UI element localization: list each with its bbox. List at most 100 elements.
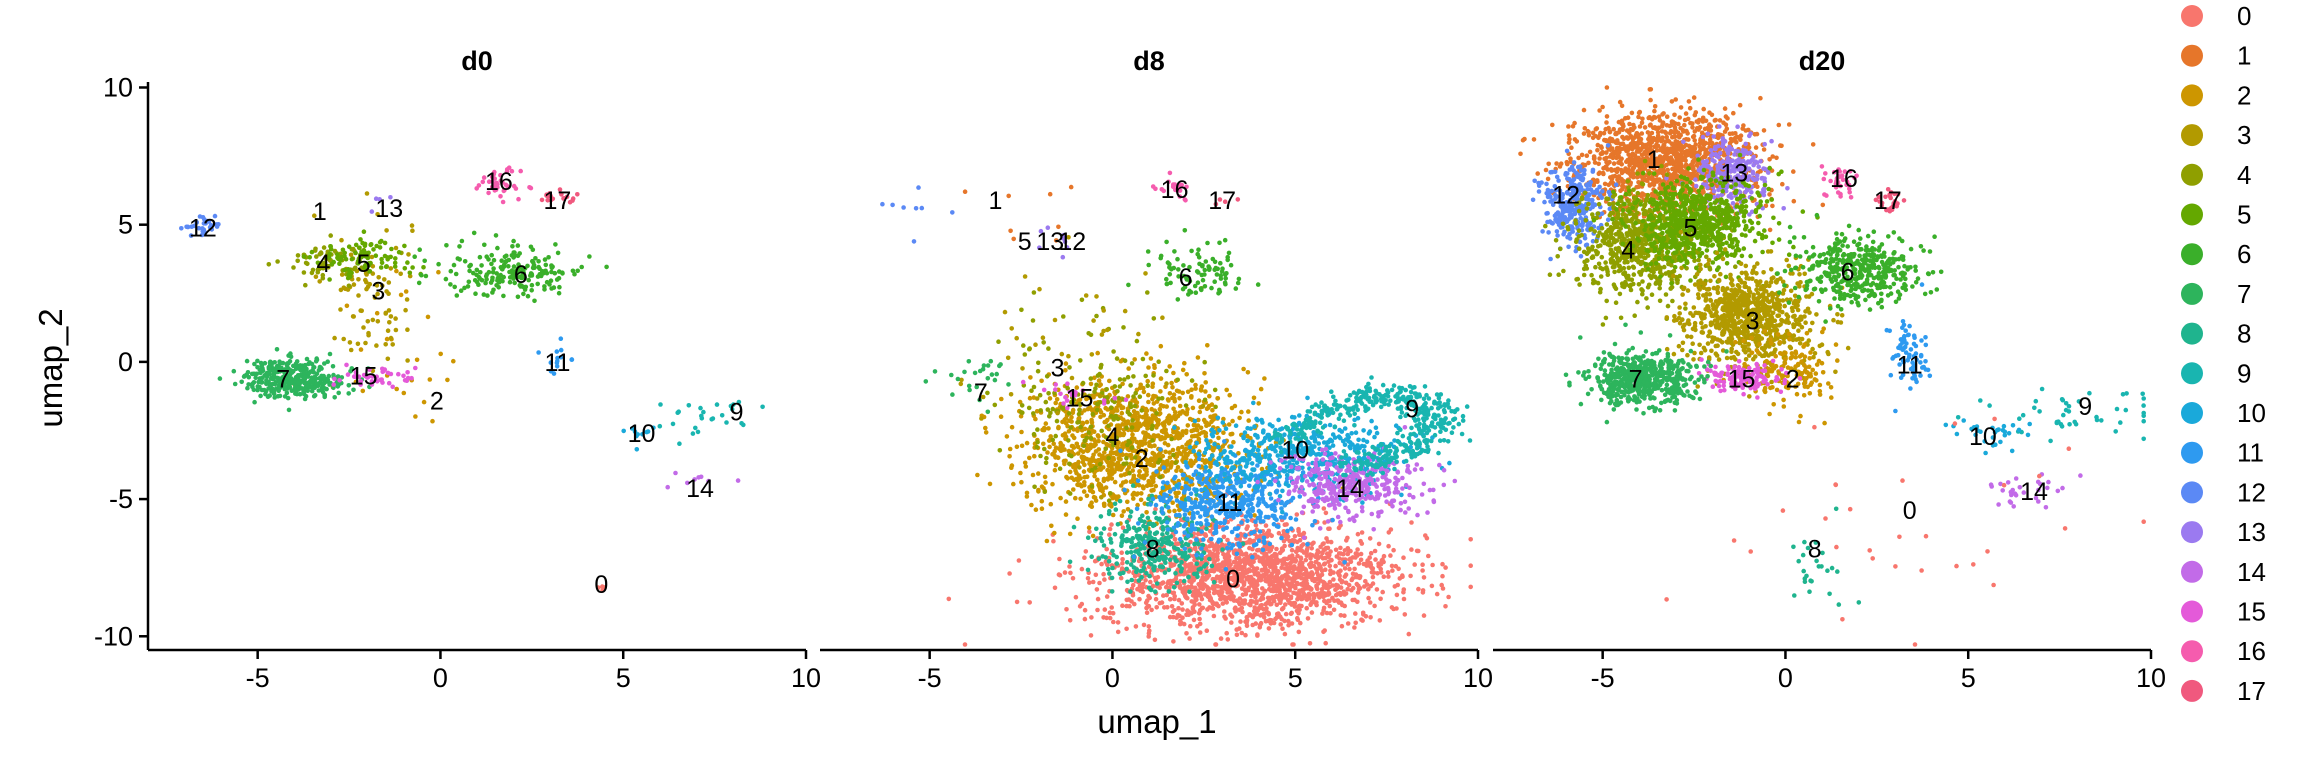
- data-point: [1208, 505, 1214, 511]
- data-point: [348, 252, 354, 258]
- data-point: [377, 197, 382, 202]
- data-point: [575, 192, 580, 197]
- data-point: [1009, 424, 1015, 430]
- data-point: [600, 584, 605, 589]
- data-point: [1192, 609, 1197, 614]
- data-point: [313, 274, 319, 280]
- data-point: [289, 388, 295, 394]
- data-point: [1153, 483, 1159, 489]
- data-point: [194, 219, 199, 225]
- data-point: [983, 425, 988, 431]
- data-point: [394, 386, 400, 392]
- data-point: [1288, 515, 1293, 521]
- data-point: [479, 277, 485, 283]
- data-point: [275, 259, 280, 264]
- data-point: [1105, 327, 1110, 333]
- data-point: [287, 385, 293, 390]
- data-point: [1056, 446, 1062, 452]
- data-point: [522, 275, 527, 281]
- data-point: [358, 378, 364, 384]
- data-point: [1040, 335, 1046, 341]
- data-point: [1173, 416, 1178, 422]
- data-point: [1120, 561, 1125, 566]
- data-point: [311, 393, 317, 399]
- y-tick-label: 5: [118, 210, 133, 240]
- data-point: [1163, 449, 1168, 455]
- data-point: [1229, 405, 1235, 411]
- data-point: [542, 257, 548, 262]
- data-point: [1222, 609, 1227, 614]
- data-point: [389, 246, 394, 252]
- data-point: [1019, 443, 1025, 449]
- data-point: [1144, 416, 1150, 421]
- data-point: [1316, 593, 1321, 598]
- data-point: [1335, 583, 1341, 588]
- data-point: [1097, 393, 1103, 399]
- data-point: [1209, 514, 1215, 519]
- data-point: [1024, 440, 1030, 446]
- data-point: [553, 242, 558, 247]
- data-point: [317, 266, 322, 272]
- data-point: [318, 250, 324, 256]
- data-point: [1156, 396, 1161, 402]
- cluster-label: 9: [730, 398, 744, 426]
- data-point: [1064, 607, 1069, 612]
- data-point: [1054, 397, 1060, 402]
- data-point: [506, 264, 511, 269]
- data-point: [1058, 440, 1063, 446]
- data-point: [1077, 465, 1082, 470]
- data-point: [1008, 392, 1014, 397]
- data-point: [1322, 547, 1328, 552]
- data-point: [1197, 602, 1202, 607]
- data-point: [284, 379, 289, 385]
- data-point: [1094, 294, 1099, 299]
- data-point: [1107, 571, 1112, 576]
- data-point: [1075, 451, 1081, 456]
- cluster-13-points: [369, 195, 393, 214]
- data-point: [1187, 589, 1192, 594]
- data-point: [1081, 489, 1087, 494]
- data-point: [1115, 620, 1121, 625]
- data-point: [1245, 524, 1250, 529]
- data-point: [326, 265, 331, 270]
- data-point: [295, 258, 301, 264]
- data-point: [388, 266, 394, 271]
- data-point: [1097, 461, 1103, 467]
- data-point: [1167, 489, 1173, 494]
- data-point: [1194, 552, 1199, 558]
- data-point: [1120, 603, 1125, 608]
- data-point: [1177, 396, 1182, 401]
- data-point: [482, 242, 487, 248]
- data-point: [1213, 642, 1219, 647]
- data-point: [1423, 533, 1428, 538]
- data-point: [381, 369, 386, 374]
- data-point: [1146, 496, 1151, 502]
- data-point: [1106, 559, 1112, 564]
- data-point: [1071, 524, 1077, 530]
- data-point: [1280, 626, 1285, 631]
- data-point: [1066, 448, 1072, 454]
- data-point: [1402, 612, 1408, 617]
- data-point: [413, 365, 418, 371]
- data-point: [1158, 474, 1163, 480]
- data-point: [1206, 422, 1212, 427]
- data-point: [1140, 356, 1146, 362]
- data-point: [1139, 491, 1144, 496]
- data-point: [1134, 338, 1140, 344]
- data-point: [1073, 594, 1079, 600]
- data-point: [1222, 439, 1227, 444]
- data-point: [1172, 596, 1177, 602]
- data-point: [271, 376, 277, 382]
- data-point: [1228, 545, 1234, 551]
- data-point: [1057, 556, 1062, 562]
- data-point: [366, 250, 371, 256]
- cluster-14-points: [665, 470, 741, 490]
- data-point: [706, 478, 711, 484]
- data-point: [1197, 431, 1202, 437]
- data-point: [492, 181, 498, 187]
- data-point: [1175, 465, 1181, 470]
- data-point: [459, 238, 465, 244]
- data-point: [569, 357, 575, 362]
- data-point: [1381, 553, 1387, 559]
- data-point: [1271, 553, 1277, 559]
